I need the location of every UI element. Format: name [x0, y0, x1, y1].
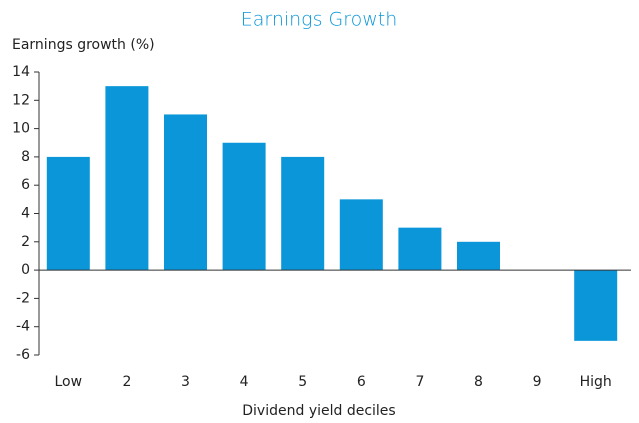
y-tick-label: -4	[16, 319, 30, 335]
bar	[457, 241, 500, 271]
x-tick-label: High	[580, 374, 612, 390]
y-tick-label: 0	[21, 262, 30, 278]
bar	[339, 199, 383, 271]
x-tick-label: 4	[240, 374, 249, 390]
bar	[46, 156, 90, 271]
x-axis-label: Dividend yield deciles	[242, 403, 395, 419]
x-tick-label: 6	[357, 374, 366, 390]
y-tick-label: 6	[21, 177, 30, 193]
y-tick-label: -6	[16, 347, 30, 363]
x-tick-label: 3	[181, 374, 190, 390]
chart-title: Earnings Growth	[241, 9, 398, 31]
x-tick-label: 5	[298, 374, 307, 390]
bar	[398, 227, 442, 271]
y-axis-label: Earnings growth (%)	[12, 37, 155, 53]
x-tick-label: Low	[55, 374, 83, 390]
x-tick-label: 9	[533, 374, 542, 390]
y-tick-label: 2	[21, 234, 30, 250]
bar	[105, 86, 149, 271]
y-tick-label: 8	[21, 149, 30, 165]
x-tick-label: 8	[474, 374, 483, 390]
y-tick-label: 4	[21, 206, 30, 222]
y-tick-label: -2	[16, 290, 30, 306]
bar	[164, 114, 207, 271]
bar	[222, 142, 266, 271]
x-tick-label: 7	[415, 374, 424, 390]
y-tick-label: 12	[12, 92, 30, 108]
x-tick-label: 2	[122, 374, 131, 390]
bar	[281, 156, 325, 271]
bar	[574, 270, 618, 341]
y-tick-label: 14	[12, 64, 30, 80]
y-tick-label: 10	[12, 121, 30, 137]
